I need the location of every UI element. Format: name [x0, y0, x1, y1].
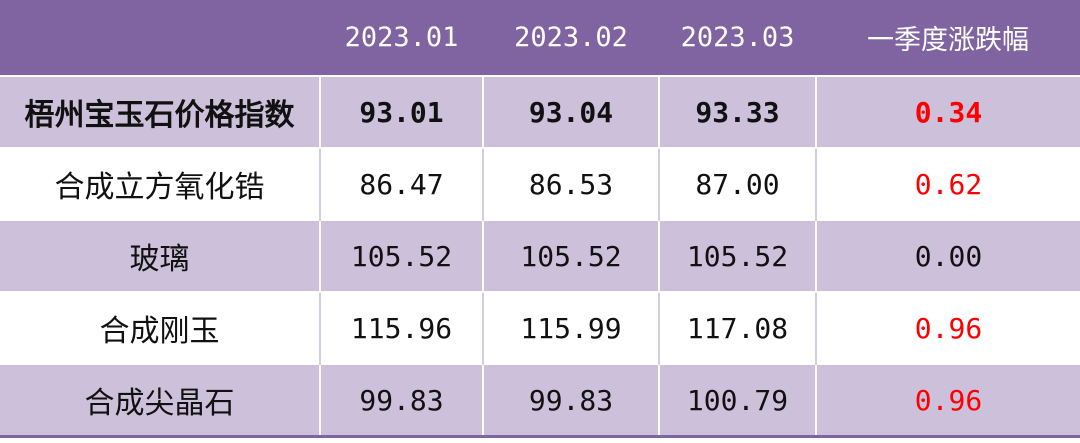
- table-body: 梧州宝玉石价格指数 93.01 93.04 93.33 0.34 合成立方氧化锆 86.47…: [0, 75, 1080, 437]
- header-q1-change: 一季度涨跌幅: [816, 0, 1080, 76]
- row-label: 梧州宝玉石价格指数: [0, 75, 320, 148]
- change-cell: 0.34: [815, 75, 1080, 148]
- header-2023-03: 2023.03: [659, 0, 816, 76]
- table-row: 梧州宝玉石价格指数 93.01 93.04 93.33 0.34: [0, 75, 1080, 148]
- value-cell: 100.79: [658, 363, 816, 437]
- table-row: 玻璃 105.52 105.52 105.52 0.00: [0, 219, 1080, 292]
- row-label: 合成尖晶石: [0, 363, 320, 437]
- value-cell: 115.96: [319, 291, 483, 364]
- header-row: 2023.01 2023.02 2023.03 一季度涨跌幅: [0, 0, 1080, 76]
- header-corner: [0, 0, 320, 76]
- value-cell: 99.83: [482, 363, 659, 437]
- change-cell: 0.00: [815, 219, 1080, 292]
- header-2023-02: 2023.02: [483, 0, 659, 76]
- row-label: 玻璃: [0, 219, 320, 292]
- header-2023-01: 2023.01: [320, 0, 483, 76]
- value-cell: 93.04: [482, 75, 659, 148]
- row-label: 合成刚玉: [0, 291, 320, 364]
- table-row: 合成刚玉 115.96 115.99 117.08 0.96: [0, 291, 1080, 364]
- table-row: 合成立方氧化锆 86.47 86.53 87.00 0.62: [0, 147, 1080, 220]
- value-cell: 99.83: [319, 363, 483, 437]
- value-cell: 93.01: [319, 75, 483, 148]
- value-cell: 117.08: [658, 291, 816, 364]
- change-cell: 0.62: [815, 147, 1080, 220]
- value-cell: 93.33: [658, 75, 816, 148]
- change-cell: 0.96: [815, 363, 1080, 437]
- value-cell: 105.52: [658, 219, 816, 292]
- value-cell: 87.00: [658, 147, 816, 220]
- value-cell: 105.52: [482, 219, 659, 292]
- change-cell: 0.96: [815, 291, 1080, 364]
- table-row: 合成尖晶石 99.83 99.83 100.79 0.96: [0, 363, 1080, 437]
- value-cell: 86.47: [319, 147, 483, 220]
- row-label: 合成立方氧化锆: [0, 147, 320, 220]
- value-cell: 86.53: [482, 147, 659, 220]
- value-cell: 115.99: [482, 291, 659, 364]
- value-cell: 105.52: [319, 219, 483, 292]
- table-header: 2023.01 2023.02 2023.03 一季度涨跌幅: [0, 0, 1080, 76]
